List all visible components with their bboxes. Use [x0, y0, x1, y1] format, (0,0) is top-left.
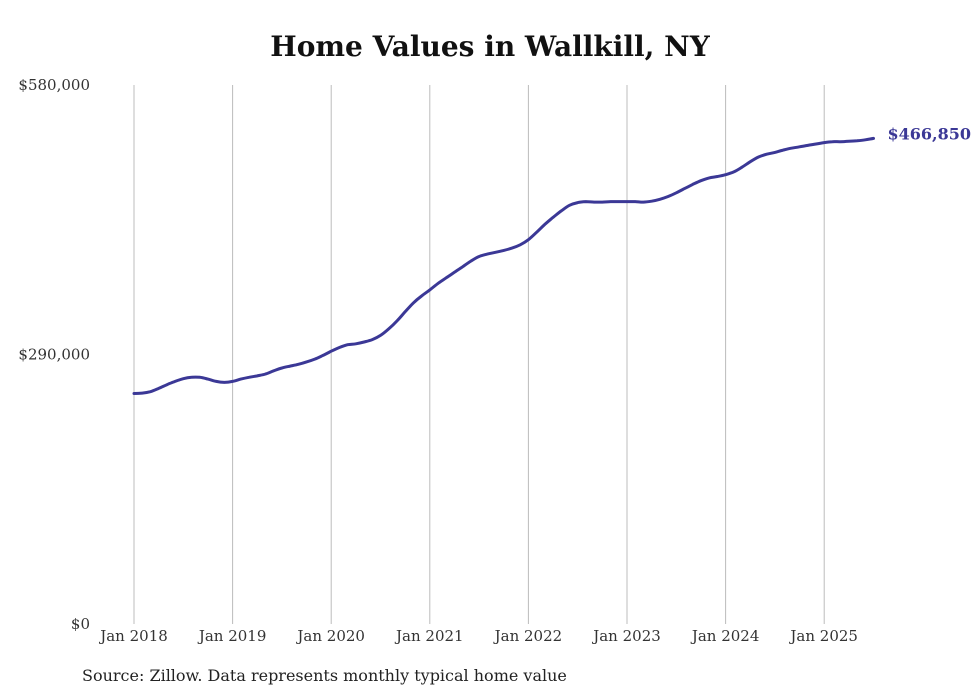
- x-tick-label: Jan 2024: [690, 627, 760, 645]
- x-tick-label: Jan 2025: [788, 627, 858, 645]
- x-tick-label: Jan 2018: [98, 627, 168, 645]
- series-layer: $466,850: [132, 124, 972, 395]
- x-tick-label: Jan 2022: [493, 627, 563, 645]
- series-line: [132, 136, 875, 395]
- x-tick-label: Jan 2023: [591, 627, 661, 645]
- chart-title: Home Values in Wallkill, NY: [270, 30, 710, 63]
- grid-lines: [133, 85, 825, 624]
- x-axis-tick-labels: Jan 2018 Jan 2019 Jan 2020 Jan 2021 Jan 2022…: [98, 627, 858, 645]
- y-tick-label: $580,000: [18, 76, 90, 94]
- end-value-label: $466,850: [888, 124, 972, 143]
- y-tick-label: $290,000: [18, 346, 90, 364]
- y-axis-tick-labels: $0 $290,000 $580,000: [18, 76, 90, 633]
- x-tick-label: Jan 2021: [394, 627, 464, 645]
- x-tick-label: Jan 2019: [197, 627, 267, 645]
- source-note: Source: Zillow. Data represents monthly …: [82, 666, 567, 685]
- x-tick-label: Jan 2020: [295, 627, 365, 645]
- y-tick-label: $0: [71, 615, 90, 633]
